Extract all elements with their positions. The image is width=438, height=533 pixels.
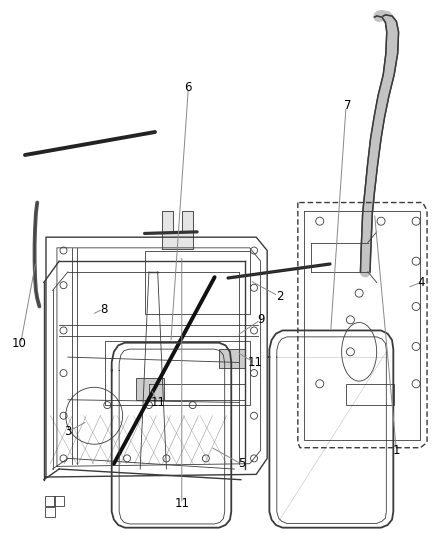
Text: 11: 11: [174, 497, 189, 510]
Text: 7: 7: [343, 99, 351, 112]
Bar: [346, 384, 394, 405]
Text: 11: 11: [150, 396, 165, 409]
Text: 2: 2: [276, 290, 284, 303]
FancyBboxPatch shape: [136, 378, 164, 400]
Text: 10: 10: [11, 337, 26, 350]
Text: 6: 6: [184, 82, 192, 94]
Bar: [145, 251, 250, 314]
Polygon shape: [162, 211, 193, 248]
Text: 5: 5: [238, 457, 245, 470]
Text: 11: 11: [247, 356, 262, 369]
Bar: [46, 507, 55, 516]
Text: 4: 4: [417, 276, 425, 289]
Bar: [46, 496, 55, 506]
Text: 1: 1: [392, 444, 400, 457]
FancyBboxPatch shape: [219, 349, 245, 368]
Bar: [54, 496, 64, 506]
Text: 9: 9: [258, 313, 265, 326]
Text: 8: 8: [101, 303, 108, 316]
Text: 3: 3: [64, 425, 71, 438]
Bar: [105, 341, 250, 405]
